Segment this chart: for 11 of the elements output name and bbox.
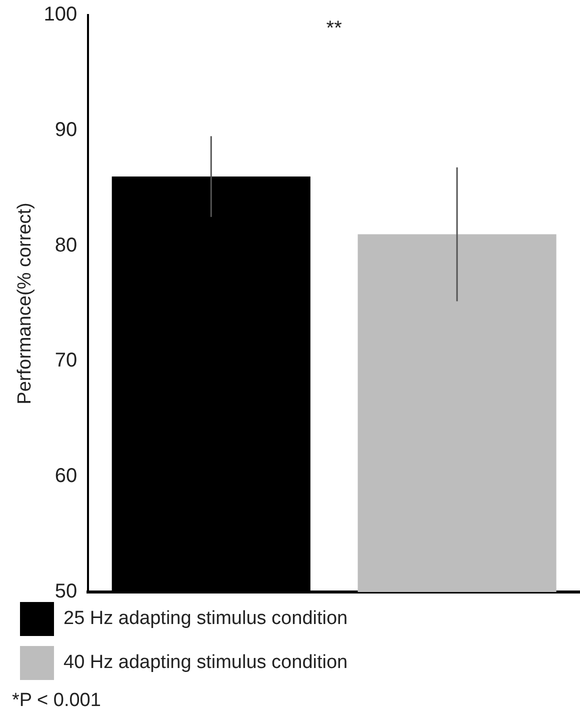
legend-label: 40 Hz adapting stimulus condition bbox=[64, 652, 348, 674]
legend-label: 25 Hz adapting stimulus condition bbox=[64, 608, 348, 630]
y-tick-label: 100 bbox=[44, 4, 78, 26]
y-tick-label: 50 bbox=[54, 580, 78, 603]
y-tick-label: 60 bbox=[54, 465, 78, 488]
y-tick-label: 80 bbox=[54, 234, 78, 256]
text: *P < 0.001 bbox=[12, 690, 102, 712]
y-tick-label: 70 bbox=[54, 350, 78, 372]
annotation: ** bbox=[326, 18, 342, 40]
y-tick-label: 90 bbox=[54, 118, 78, 141]
y-axis-title: Performance(% correct) bbox=[14, 202, 36, 404]
